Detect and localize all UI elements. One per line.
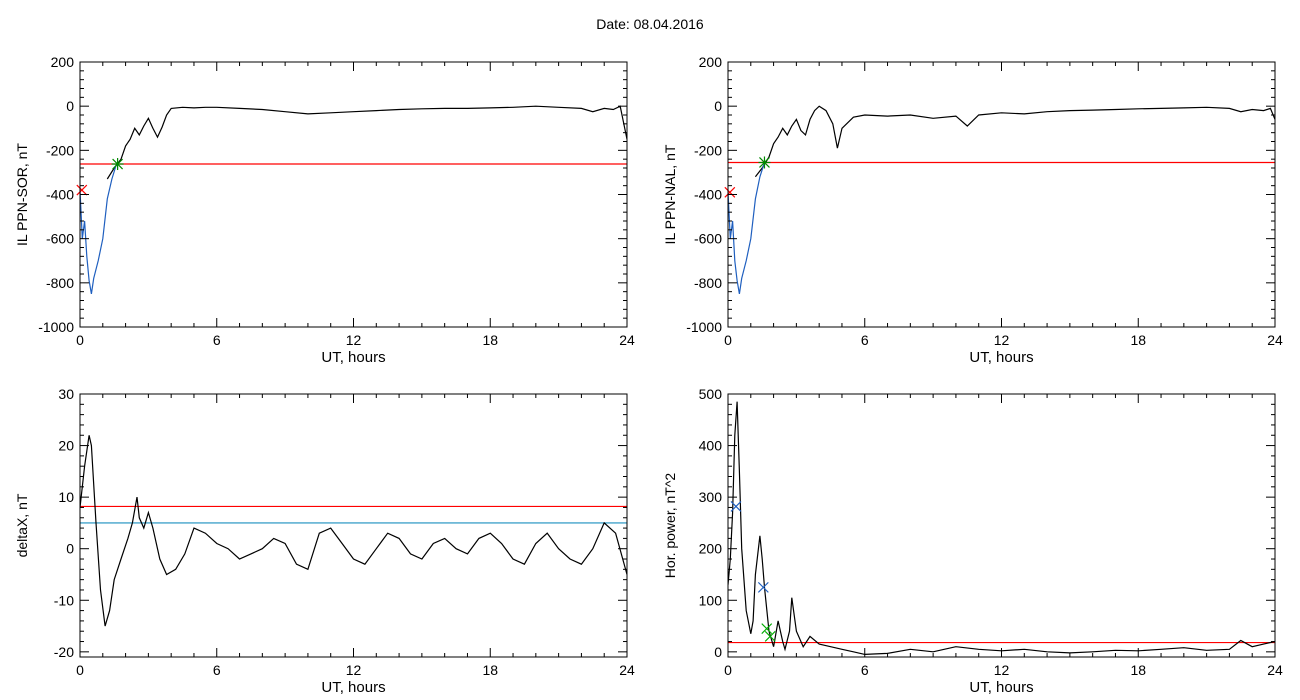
y-tick-label: 0: [66, 98, 74, 114]
x-tick-label: 18: [1130, 332, 1146, 348]
plot-frame: [727, 61, 1276, 328]
series-line: [80, 163, 118, 295]
y-tick-label: 10: [58, 489, 74, 505]
y-tick-label: 400: [699, 438, 723, 454]
x-tick-label: 24: [619, 662, 635, 678]
y-tick-label: -10: [54, 592, 74, 608]
x-tick-label: 24: [1267, 332, 1283, 348]
y-tick-label: -1000: [686, 319, 722, 335]
x-tick-label: 0: [724, 662, 732, 678]
marker-stroke: [724, 186, 736, 198]
x-tick-label: 18: [1130, 662, 1146, 678]
x-tick-label: 24: [1267, 662, 1283, 678]
y-tick-label: 200: [699, 541, 723, 557]
series-line: [728, 401, 1275, 656]
x-tick-label: 0: [724, 332, 732, 348]
y-tick-label: -200: [46, 142, 74, 158]
plot-frame: [727, 393, 1276, 658]
x-tick-label: 12: [994, 332, 1010, 348]
data-marker: [730, 500, 742, 512]
y-axis-label: IL PPN-NAL, nT: [662, 144, 678, 244]
y-tick-label: 200: [699, 54, 723, 70]
data-marker: [724, 186, 736, 198]
plot-frame: [79, 61, 628, 328]
x-tick-label: 6: [213, 662, 221, 678]
y-tick-label: -600: [694, 231, 722, 247]
x-axis-label: UT, hours: [969, 679, 1033, 696]
y-tick-label: 500: [699, 386, 723, 402]
series-line: [106, 105, 627, 180]
y-tick-label: -400: [694, 187, 722, 203]
x-axis-label: UT, hours: [969, 349, 1033, 366]
page-title: Date: 08.04.2016: [596, 16, 704, 32]
x-tick-label: 12: [346, 332, 362, 348]
series-line: [728, 162, 766, 295]
marker-stroke: [764, 630, 776, 642]
x-tick-label: 18: [482, 332, 498, 348]
x-tick-label: 6: [861, 332, 869, 348]
y-tick-label: -800: [694, 275, 722, 291]
marker-stroke: [761, 623, 773, 635]
x-tick-label: 0: [76, 332, 84, 348]
marker-stroke: [76, 184, 88, 196]
y-tick-label: -400: [46, 187, 74, 203]
y-tick-label: 20: [58, 438, 74, 454]
y-tick-label: 100: [699, 592, 723, 608]
y-tick-label: -1000: [38, 319, 74, 335]
y-tick-label: 300: [699, 489, 723, 505]
y-tick-label: 30: [58, 386, 74, 402]
marker-stroke: [757, 581, 769, 593]
x-tick-label: 6: [861, 662, 869, 678]
y-tick-label: 0: [714, 644, 722, 660]
x-tick-label: 12: [346, 662, 362, 678]
x-axis-label: UT, hours: [321, 679, 385, 696]
y-tick-label: -20: [54, 644, 74, 660]
x-tick-label: 18: [482, 662, 498, 678]
data-marker: [757, 581, 769, 593]
data-marker: [758, 156, 771, 169]
data-marker: [761, 623, 773, 635]
x-tick-label: 6: [213, 332, 221, 348]
y-tick-label: 0: [66, 541, 74, 557]
data-marker: [764, 630, 776, 642]
x-tick-label: 24: [619, 332, 635, 348]
y-axis-label: deltaX, nT: [14, 493, 30, 557]
y-tick-label: 200: [51, 54, 75, 70]
y-tick-label: -200: [694, 142, 722, 158]
x-axis-label: UT, hours: [321, 349, 385, 366]
y-axis-label: IL PPN-SOR, nT: [14, 143, 30, 246]
marker-stroke: [730, 500, 742, 512]
chart-panel-4: 0 6 12 18 24 500 400 300 200 100 0 UT, hours Hor. po…: [662, 386, 1283, 696]
y-tick-label: -600: [46, 231, 74, 247]
series-line: [754, 105, 1275, 178]
y-tick-label: -800: [46, 275, 74, 291]
chart-panel-1: 0 6 12 18 24 200 0 -200 -400 -600 -800 -1000 UT, hou…: [14, 54, 635, 366]
y-axis-label: Hor. power, nT^2: [662, 473, 678, 579]
y-tick-label: 0: [714, 98, 722, 114]
series-line: [80, 435, 627, 627]
plot-frame: [79, 393, 628, 658]
data-marker: [76, 184, 88, 196]
chart-panel-2: 0 6 12 18 24 200 0 -200 -400 -600 -800 -1000 UT, hou…: [662, 54, 1283, 366]
chart-panel-3: 0 6 12 18 24 30 20 10 0 -10 -20 UT, hours deltaX, nT: [14, 386, 635, 696]
data-marker: [111, 158, 124, 171]
x-tick-label: 12: [994, 662, 1010, 678]
x-tick-label: 0: [76, 662, 84, 678]
